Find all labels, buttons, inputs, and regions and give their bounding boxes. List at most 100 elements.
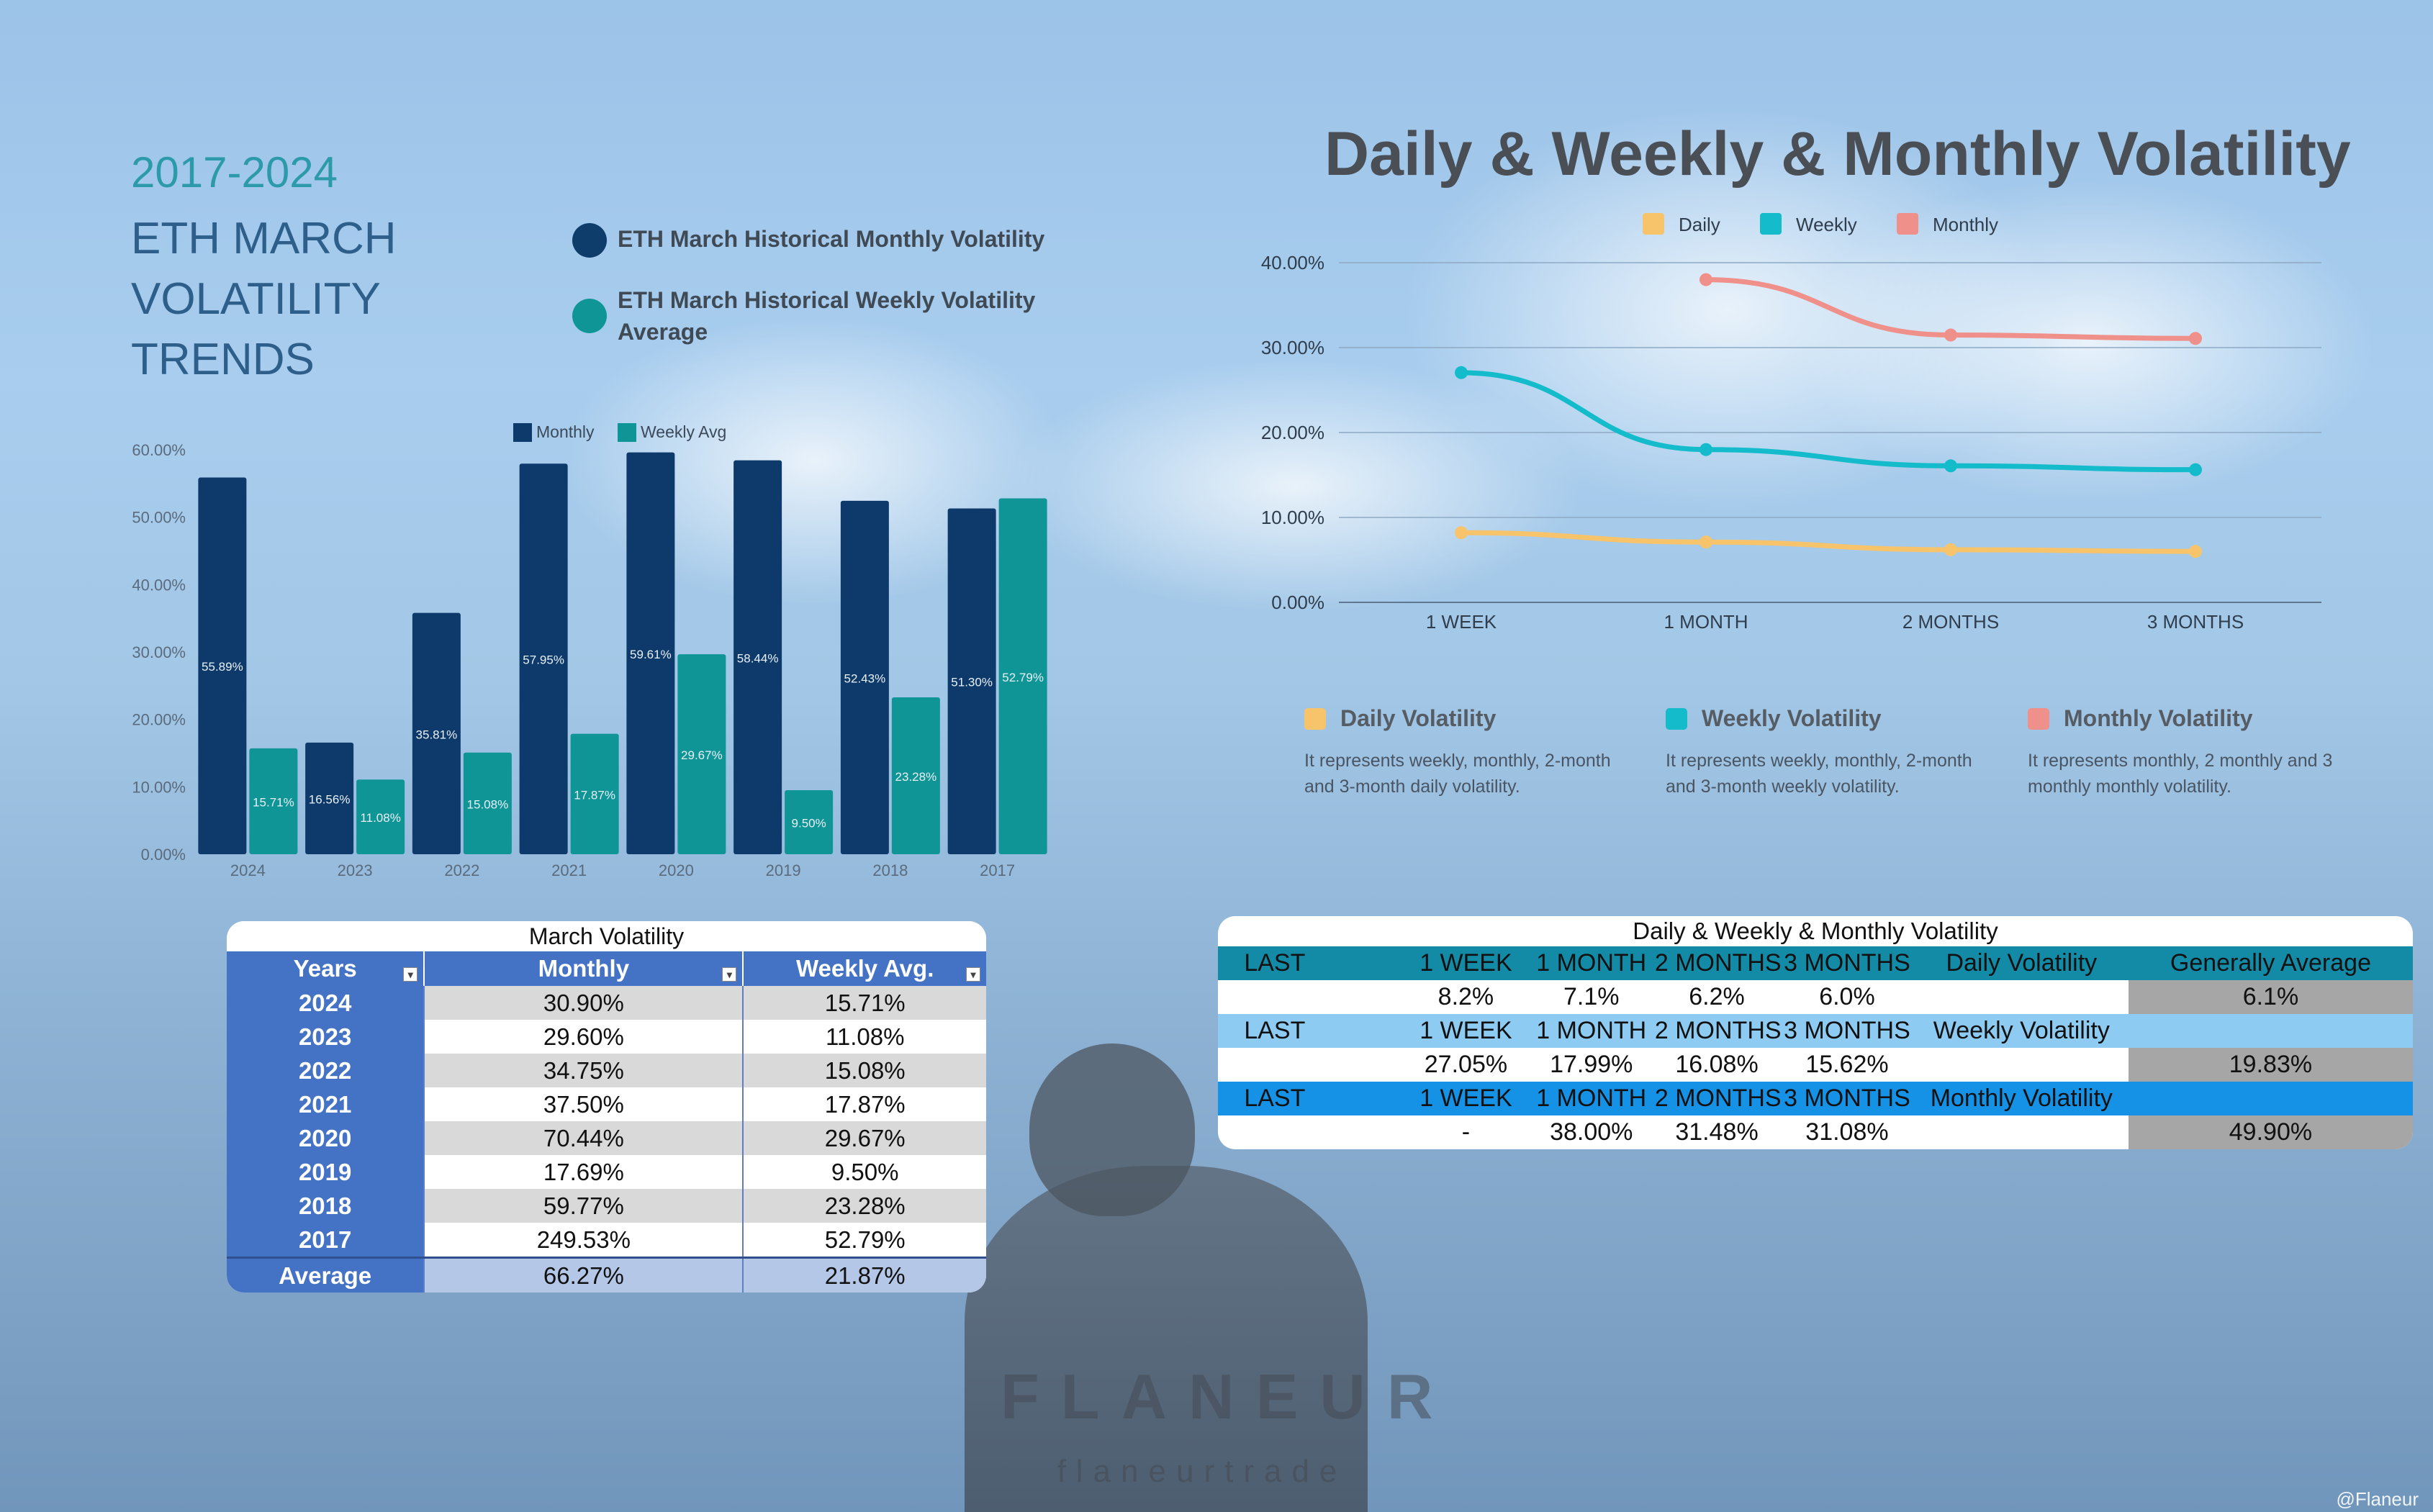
cell-weekly: 15.08% (743, 1054, 986, 1087)
column-header-monthly[interactable]: Monthly ▾ (424, 951, 744, 986)
cell-year: 2021 (227, 1087, 425, 1121)
description-title: Weekly Volatility (1702, 705, 1882, 731)
cell-year: 2017 (227, 1223, 425, 1258)
cell-general-average: 49.90% (2128, 1115, 2413, 1149)
data-label: 55.89% (202, 660, 243, 674)
cell-year: 2024 (227, 986, 425, 1020)
legend-swatch (1760, 213, 1782, 235)
value-row-daily: 8.2% 7.1% 6.2% 6.0% 6.1% (1218, 980, 2413, 1014)
data-point-weekly (2189, 463, 2202, 476)
y-tick-label: 0.00% (1271, 592, 1324, 613)
description-text: It represents monthly, 2 monthly and 3 m… (2028, 751, 2333, 797)
cell-header: 2 MONTHS (1653, 1014, 1782, 1048)
cell-value: 6.0% (1819, 983, 1875, 1010)
data-point-daily (2189, 545, 2202, 558)
cell-monthly: 249.53% (424, 1223, 744, 1258)
table-title: Daily & Weekly & Monthly Volatility (1633, 918, 1998, 944)
cell-average-weekly: 21.87% (743, 1257, 986, 1293)
cell-value: - (1461, 1118, 1471, 1146)
table-row: 2018 59.77% 23.28% (227, 1189, 986, 1223)
bar-weekly-avg (998, 498, 1047, 854)
person-head (1029, 1044, 1195, 1216)
header-row-monthly: LAST 1 WEEK 1 MONTH 2 MONTHS 3 MONTHS Mo… (1218, 1082, 2413, 1115)
data-point-weekly (1455, 366, 1468, 379)
cell-year: 2020 (227, 1121, 425, 1155)
title-line: ETH MARCH (131, 214, 397, 263)
filter-dropdown-icon[interactable]: ▾ (722, 967, 737, 982)
data-label: 51.30% (951, 676, 993, 689)
cell-value: 31.08% (1805, 1118, 1889, 1146)
column-header-weekly-avg[interactable]: Weekly Avg. ▾ (743, 951, 986, 986)
brand-logo: FLANEUR (1001, 1361, 1455, 1432)
series-line-weekly (1458, 370, 2198, 473)
cell-value: 15.62% (1805, 1051, 1889, 1078)
cell-header: 3 MONTHS (1779, 1014, 1915, 1048)
square-icon (1666, 707, 1687, 730)
data-label: 58.44% (737, 651, 779, 665)
cell-header: 2 MONTHS (1653, 1082, 1782, 1115)
data-label: 35.81% (416, 728, 458, 741)
line-chart: 0.00% 10.00% 20.00% 30.00% 40.00% 1 WEEK 1 MON… (1261, 213, 2321, 633)
data-point-daily (1455, 526, 1468, 540)
legend-label: ETH March Historical Monthly Volatility (618, 226, 1045, 252)
cell-header: 1 MONTH (1528, 946, 1654, 980)
data-point-weekly (1944, 459, 1957, 473)
bar-monthly (947, 508, 996, 854)
cell-monthly: 17.69% (424, 1155, 744, 1189)
cell-general-average: 6.1% (2128, 980, 2413, 1014)
cell-monthly: 34.75% (424, 1054, 744, 1087)
brand-handle: flaneurtrade (1057, 1454, 1348, 1489)
cell-header: 2 MONTHS (1653, 946, 1782, 980)
x-tick-label: 2021 (551, 861, 587, 879)
y-tick-label: 10.00% (132, 778, 186, 796)
data-label: 11.08% (360, 811, 400, 825)
cell-year: 2018 (227, 1189, 425, 1223)
description-monthly: Monthly Volatility It represents monthly… (2028, 705, 2366, 800)
bar-weekly-avg (249, 748, 298, 854)
description-daily: Daily Volatility It represents weekly, m… (1304, 705, 1643, 800)
bar-monthly (305, 742, 354, 854)
column-header-years[interactable]: Years ▾ (227, 951, 425, 986)
data-point-monthly (2189, 332, 2202, 345)
cell-header: 1 WEEK (1403, 946, 1529, 980)
legend-dot (572, 223, 607, 258)
cell-general-average: 19.83% (2128, 1048, 2413, 1082)
table-row: 2023 29.60% 11.08% (227, 1020, 986, 1054)
cell-monthly: 29.60% (424, 1020, 744, 1054)
legend-monthly-volatility: ETH March Historical Monthly Volatility (572, 223, 1078, 258)
y-tick-label: 40.00% (1261, 252, 1324, 273)
cell-weekly: 52.79% (743, 1223, 986, 1258)
data-label: 29.67% (681, 748, 723, 762)
cell-weekly: 29.67% (743, 1121, 986, 1155)
y-tick-label: 30.00% (1261, 337, 1324, 358)
y-tick-label: 20.00% (1261, 422, 1324, 443)
filter-dropdown-icon[interactable]: ▾ (966, 967, 980, 982)
data-label: 15.08% (467, 797, 509, 811)
y-tick-label: 0.00% (141, 846, 186, 864)
table-title: March Volatility (227, 921, 986, 951)
bar-monthly (412, 612, 461, 854)
cell-value: 31.48% (1675, 1118, 1759, 1146)
series-line-daily (1458, 530, 2198, 554)
person-figure (965, 1166, 1368, 1512)
value-row-monthly: - 38.00% 31.48% 31.08% 49.90% (1218, 1115, 2413, 1149)
table-row-average: Average 66.27% 21.87% (227, 1257, 986, 1293)
bar-weekly-avg (785, 790, 834, 854)
data-point-monthly (1944, 328, 1957, 342)
data-point-daily (1700, 535, 1712, 549)
y-tick-label: 60.00% (132, 441, 186, 459)
header-row-weekly: LAST 1 WEEK 1 MONTH 2 MONTHS 3 MONTHS We… (1218, 1014, 2413, 1048)
legend-label: Monthly (536, 422, 595, 441)
cell-value: 6.2% (1689, 983, 1745, 1010)
cell-value: 16.08% (1675, 1051, 1759, 1078)
description-title: Monthly Volatility (2064, 705, 2253, 731)
bar-monthly (626, 452, 675, 854)
legend-swatch (618, 423, 636, 442)
filter-dropdown-icon[interactable]: ▾ (403, 967, 418, 982)
y-tick-label: 30.00% (132, 643, 186, 661)
bar-weekly-avg (891, 697, 940, 854)
table-row: 2024 30.90% 15.71% (227, 986, 986, 1020)
description-text: It represents weekly, monthly, 2-month a… (1666, 751, 1972, 797)
legend-label: Daily (1679, 214, 1720, 235)
cell-value: 38.00% (1550, 1118, 1633, 1146)
